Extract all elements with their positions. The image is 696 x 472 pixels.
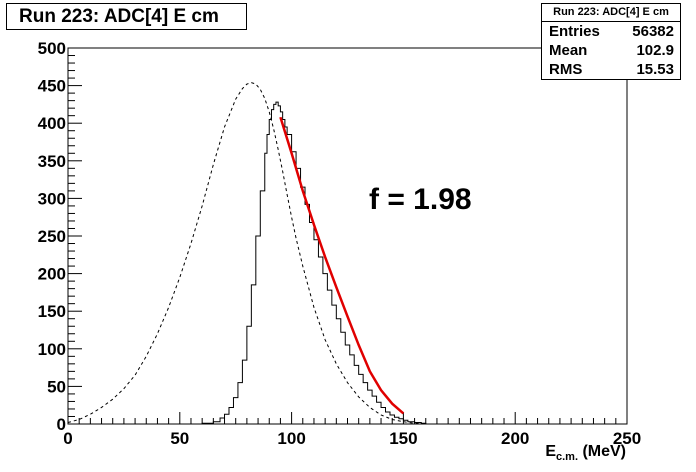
y-tick-label: 500 bbox=[38, 39, 66, 58]
stats-rms-value: 15.53 bbox=[636, 61, 674, 78]
x-tick-label: 100 bbox=[277, 429, 305, 448]
tick-labels: 0 50 100 150 200 250 0 50 100 150 200 250 300 350 400 4… bbox=[38, 39, 642, 448]
fit-curve bbox=[279, 116, 405, 415]
y-tick-label: 50 bbox=[47, 377, 66, 396]
axis-ticks bbox=[67, 47, 628, 425]
x-axis-label-sub: c.m. bbox=[555, 451, 578, 464]
stats-mean-row: Mean 102.9 bbox=[542, 41, 680, 60]
histogram-series bbox=[179, 101, 449, 425]
stats-mean-value: 102.9 bbox=[636, 42, 674, 59]
x-axis-label-unit: (MeV) bbox=[578, 443, 626, 460]
x-tick-label: 0 bbox=[63, 429, 72, 448]
x-tick-label: 200 bbox=[501, 429, 529, 448]
y-tick-label: 150 bbox=[38, 302, 66, 321]
x-axis-label: Ec.m. (MeV) bbox=[545, 443, 626, 463]
plot-frame bbox=[67, 47, 628, 425]
x-axis-label-main: E bbox=[545, 443, 556, 460]
y-tick-label: 400 bbox=[38, 114, 66, 133]
y-tick-label: 300 bbox=[38, 189, 66, 208]
y-tick-label: 100 bbox=[38, 340, 66, 359]
y-tick-label: 200 bbox=[38, 265, 66, 284]
stats-entries-row: Entries 56382 bbox=[542, 22, 680, 41]
stats-title: Run 223: ADC[4] E cm bbox=[542, 4, 680, 22]
series-layer bbox=[67, 82, 449, 425]
stats-entries-label: Entries bbox=[549, 23, 600, 40]
stats-entries-value: 56382 bbox=[632, 23, 674, 40]
fit-annotation: f = 1.98 bbox=[369, 183, 472, 216]
plot-area-border bbox=[67, 47, 628, 425]
x-tick-label: 150 bbox=[389, 429, 417, 448]
stats-rms-row: RMS 15.53 bbox=[542, 60, 680, 79]
chart-title: Run 223: ADC[4] E cm bbox=[6, 3, 247, 30]
reference-curve bbox=[67, 82, 449, 425]
y-tick-label: 350 bbox=[38, 152, 66, 171]
x-tick-label: 50 bbox=[170, 429, 189, 448]
x-tick-label: 250 bbox=[613, 429, 641, 448]
stats-rms-label: RMS bbox=[549, 61, 583, 78]
stats-box: Run 223: ADC[4] E cm Entries 56382 Mean … bbox=[541, 3, 681, 80]
y-tick-label: 0 bbox=[57, 415, 66, 434]
y-tick-label: 450 bbox=[38, 77, 66, 96]
stats-mean-label: Mean bbox=[549, 42, 588, 59]
y-tick-label: 250 bbox=[38, 227, 66, 246]
